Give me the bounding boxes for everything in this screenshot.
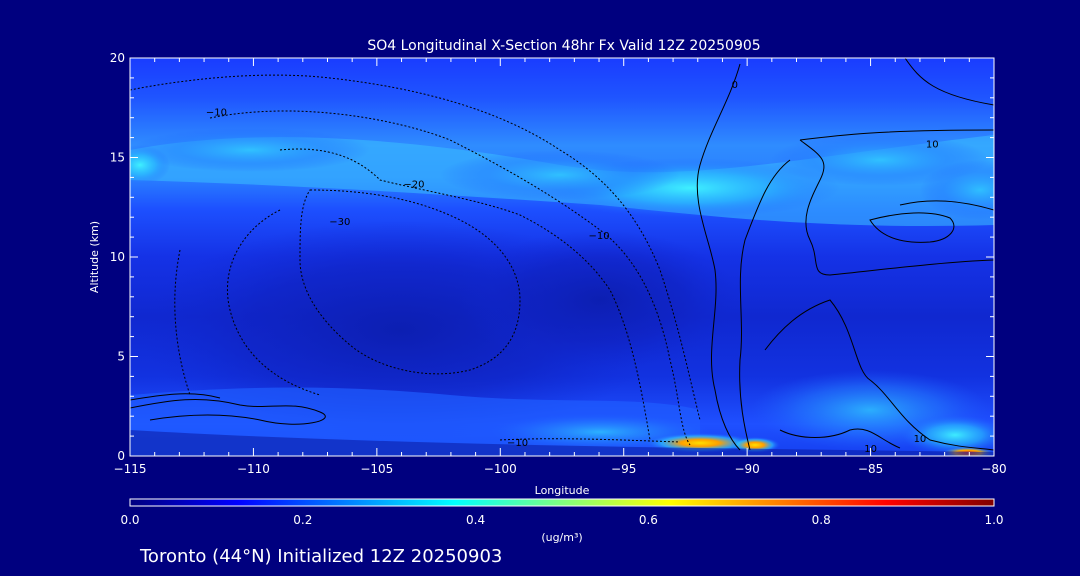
x-tick-label: −105: [360, 462, 393, 476]
x-tick-label: −115: [114, 462, 147, 476]
y-tick-label: 5: [117, 350, 125, 364]
contour-label: −30: [329, 217, 350, 228]
colorbar-label: (ug/m³): [541, 531, 582, 544]
field-shading: [130, 58, 994, 456]
y-tick-label: 0: [117, 449, 125, 463]
x-tick-label: −90: [734, 462, 759, 476]
x-axis: −115 −110 −105 −100 −95 −90 −85 −80: [114, 58, 1007, 476]
y-axis-label: Altitude (km): [88, 221, 101, 293]
x-tick-label: −80: [981, 462, 1006, 476]
colorbar-tick-label: 0.4: [466, 513, 485, 527]
colorbar: [129, 498, 995, 507]
contour-label: −20: [403, 179, 424, 190]
colorbar-tick-label: 0.0: [120, 513, 139, 527]
y-tick-label: 10: [110, 250, 125, 264]
colorbar-tick-label: 0.6: [639, 513, 658, 527]
y-tick-label: 20: [110, 51, 125, 65]
y-axis: 0 5 10 15 20: [110, 51, 994, 463]
contour-label: −10: [588, 231, 609, 242]
contour-label: −10: [206, 108, 227, 119]
x-tick-label: −100: [484, 462, 517, 476]
x-tick-label: −110: [237, 462, 270, 476]
contour-label: 10: [914, 434, 927, 445]
colorbar-tick-label: 0.2: [293, 513, 312, 527]
x-axis-label: Longitude: [535, 484, 590, 497]
colorbar-tick-label: 0.8: [812, 513, 831, 527]
contour-label: −10: [507, 438, 528, 449]
chart-title: SO4 Longitudinal X-Section 48hr Fx Valid…: [367, 38, 760, 54]
contour-lines: [130, 58, 994, 451]
contour-label: 0: [732, 80, 738, 91]
contour-label: 10: [926, 140, 939, 151]
x-tick-label: −85: [858, 462, 883, 476]
x-tick-label: −95: [611, 462, 636, 476]
colorbar-ticks: 0.0 0.2 0.4 0.6 0.8 1.0: [120, 513, 1003, 527]
y-tick-label: 15: [110, 151, 125, 165]
footer-caption: Toronto (44°N) Initialized 12Z 20250903: [139, 546, 502, 567]
colorbar-tick-label: 1.0: [984, 513, 1003, 527]
